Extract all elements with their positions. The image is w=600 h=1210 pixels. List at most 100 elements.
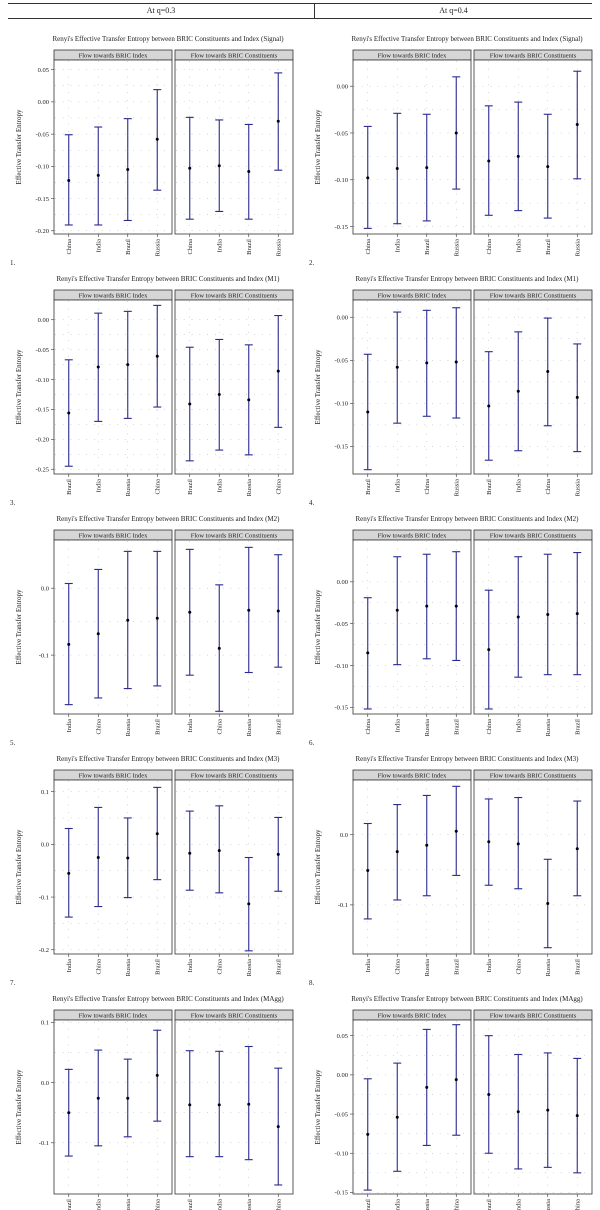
mean-point-brazil bbox=[67, 411, 71, 415]
mean-point-china bbox=[546, 369, 550, 373]
mean-point-india bbox=[96, 1096, 100, 1100]
chart-number: 8. bbox=[309, 979, 315, 987]
mean-point-india bbox=[516, 154, 520, 158]
chart-title: Renyi's Effective Transfer Entropy betwe… bbox=[57, 515, 281, 523]
mean-point-china bbox=[366, 176, 370, 180]
x-tick-label: Brazil bbox=[424, 239, 431, 255]
chart-number: 4. bbox=[309, 499, 315, 507]
mean-point-india bbox=[395, 365, 399, 369]
mean-point-brazil bbox=[247, 169, 251, 173]
mean-point-china bbox=[188, 166, 192, 170]
y-tick-label: 0.0 bbox=[340, 832, 348, 839]
y-tick-label: -0.10 bbox=[334, 401, 348, 408]
panel-frame bbox=[352, 779, 472, 955]
mean-point-india bbox=[395, 1115, 399, 1119]
column-header-q04: At q=0.4 bbox=[439, 6, 468, 15]
mean-point-india bbox=[96, 173, 100, 177]
x-tick-label: India bbox=[187, 959, 194, 972]
y-tick-label: -0.10 bbox=[35, 377, 49, 384]
x-tick-label: Brazil bbox=[575, 719, 582, 735]
y-tick-label: -0.1 bbox=[39, 1140, 49, 1147]
y-tick-label: -0.05 bbox=[334, 358, 348, 365]
panel-frame bbox=[53, 539, 173, 715]
panel-frame bbox=[473, 1019, 593, 1195]
mean-point-russia bbox=[425, 604, 429, 608]
panel-strip-label: Flow towards BRIC Index bbox=[378, 293, 448, 300]
y-tick-label: -0.20 bbox=[35, 437, 49, 444]
y-tick-label: -0.15 bbox=[35, 407, 49, 414]
panel-strip-label: Flow towards BRIC Constituents bbox=[191, 773, 278, 780]
x-tick-label: India bbox=[516, 239, 523, 252]
x-tick-label: China bbox=[276, 479, 283, 495]
y-axis-label: Effective Transfer Entropy bbox=[314, 1069, 322, 1144]
chart-6: Renyi's Effective Transfer Entropy betwe… bbox=[309, 515, 593, 747]
mean-point-china bbox=[217, 646, 221, 650]
x-tick-label: China bbox=[276, 1199, 283, 1210]
x-tick-label: India bbox=[96, 479, 103, 492]
mean-point-india bbox=[188, 851, 192, 855]
mean-point-brazil bbox=[575, 612, 579, 616]
mean-point-india bbox=[188, 610, 192, 614]
mean-point-brazil bbox=[454, 604, 458, 608]
panel-strip-label: Flow towards BRIC Index bbox=[79, 773, 149, 780]
mean-point-russia bbox=[575, 123, 579, 127]
x-tick-label: China bbox=[217, 719, 224, 735]
panel-frame bbox=[174, 59, 294, 235]
mean-point-russia bbox=[276, 119, 280, 123]
mean-point-china bbox=[217, 849, 221, 853]
y-axis-label: Effective Transfer Entropy bbox=[15, 349, 23, 424]
mean-point-russia bbox=[454, 131, 458, 135]
x-tick-label: Russia bbox=[454, 479, 461, 496]
panel-frame bbox=[473, 59, 593, 235]
y-axis-label: Effective Transfer Entropy bbox=[15, 829, 23, 904]
x-tick-label: India bbox=[395, 1199, 402, 1210]
mean-point-brazil bbox=[487, 404, 491, 408]
mean-point-china bbox=[67, 179, 71, 183]
mean-point-russia bbox=[546, 1108, 550, 1112]
chart-title: Renyi's Effective Transfer Entropy betwe… bbox=[57, 275, 281, 283]
y-tick-label: -0.1 bbox=[338, 902, 348, 909]
panel-frame bbox=[174, 779, 294, 955]
y-tick-label: -0.15 bbox=[334, 224, 348, 231]
mean-point-india bbox=[516, 389, 520, 393]
panel-strip-label: Flow towards BRIC Constituents bbox=[490, 53, 577, 60]
panel-left: Flow towards BRIC Index Brazil India Russia… bbox=[53, 289, 173, 496]
x-tick-label: India bbox=[516, 1199, 523, 1210]
y-tick-label: -0.10 bbox=[35, 164, 49, 171]
x-tick-label: Brazil bbox=[66, 479, 73, 495]
panel-strip-label: Flow towards BRIC Index bbox=[378, 533, 448, 540]
chart-title: Renyi's Effective Transfer Entropy betwe… bbox=[356, 275, 580, 283]
panel-strip-label: Flow towards BRIC Index bbox=[79, 533, 149, 540]
panel-strip-label: Flow towards BRIC Constituents bbox=[490, 293, 577, 300]
x-tick-label: India bbox=[365, 959, 372, 972]
y-tick-label: 0.0 bbox=[41, 585, 49, 592]
mean-point-russia bbox=[247, 1102, 251, 1106]
panel-frame bbox=[352, 299, 472, 475]
chart-4: Renyi's Effective Transfer Entropy betwe… bbox=[309, 275, 593, 507]
y-axis-label: Effective Transfer Entropy bbox=[314, 109, 322, 184]
mean-point-india bbox=[516, 615, 520, 619]
mean-point-russia bbox=[546, 612, 550, 616]
x-tick-label: Brazil bbox=[276, 959, 283, 975]
mean-point-india bbox=[217, 392, 221, 396]
x-tick-label: Russia bbox=[276, 239, 283, 256]
y-axis-label: Effective Transfer Entropy bbox=[314, 829, 322, 904]
mean-point-china bbox=[276, 1125, 280, 1129]
x-tick-label: Brazil bbox=[155, 719, 162, 735]
x-tick-label: Brazil bbox=[276, 719, 283, 735]
x-tick-label: India bbox=[96, 239, 103, 252]
mean-point-brazil bbox=[454, 829, 458, 833]
panel-frame bbox=[352, 59, 472, 235]
y-tick-label: 0.00 bbox=[337, 315, 348, 322]
panel-right: Flow towards BRIC Constituents China India… bbox=[473, 49, 593, 256]
x-tick-label: Brazil bbox=[365, 479, 372, 495]
mean-point-china bbox=[366, 651, 370, 655]
x-tick-label: Russia bbox=[545, 719, 552, 736]
y-tick-label: 0.05 bbox=[337, 1033, 348, 1040]
x-tick-label: India bbox=[217, 479, 224, 492]
panel-frame bbox=[53, 1019, 173, 1195]
chart-title: Renyi's Effective Transfer Entropy betwe… bbox=[351, 995, 583, 1003]
mean-point-brazil bbox=[188, 402, 192, 406]
y-tick-label: -0.15 bbox=[35, 196, 49, 203]
panel-left: Flow towards BRIC Index China India Russia B… bbox=[352, 529, 472, 736]
